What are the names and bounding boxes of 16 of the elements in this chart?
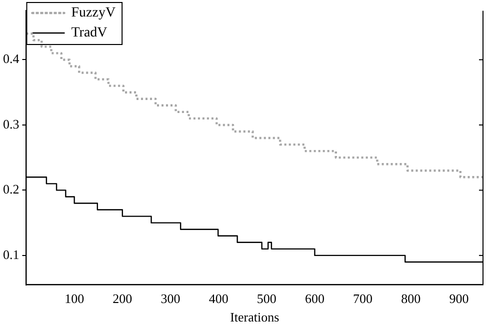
legend-label: FuzzyV (71, 6, 116, 21)
x-tick-label: 900 (449, 291, 469, 306)
y-tick-label: 0.4 (3, 51, 20, 66)
x-tick-label: 800 (401, 291, 421, 306)
x-axis-title: Iterations (230, 310, 280, 325)
y-tick-label: 0.1 (3, 246, 20, 262)
y-tick-label: 0.2 (3, 182, 20, 197)
y-tick-label: 0.3 (3, 116, 20, 132)
x-tick-label: 700 (353, 291, 373, 306)
x-tick-label: 400 (208, 291, 228, 306)
x-tick-label: 600 (304, 291, 324, 306)
x-tick-label: 100 (64, 291, 84, 306)
legend-label: TradV (71, 26, 108, 41)
x-tick-label: 200 (112, 291, 132, 306)
x-tick-label: 500 (256, 291, 276, 306)
x-tick-label: 300 (160, 291, 180, 306)
